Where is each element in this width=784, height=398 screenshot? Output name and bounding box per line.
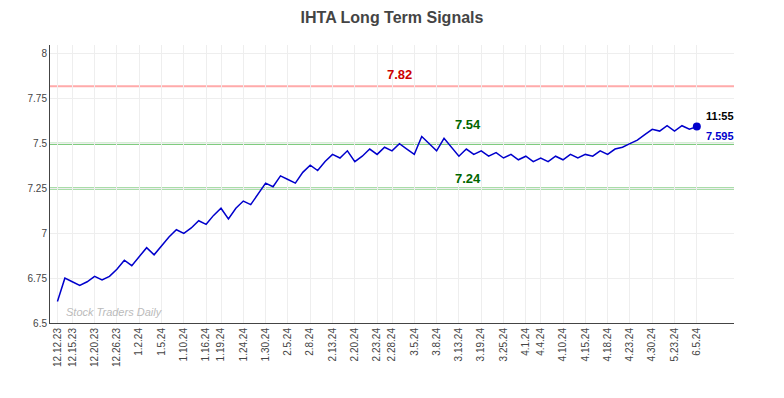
svg-text:1.2.24: 1.2.24 xyxy=(133,328,144,356)
svg-text:6.5.24: 6.5.24 xyxy=(691,328,702,356)
svg-text:1.24.24: 1.24.24 xyxy=(238,328,249,362)
svg-text:12.12.23: 12.12.23 xyxy=(52,328,63,367)
svg-text:6.75: 6.75 xyxy=(28,273,48,284)
svg-text:1.10.24: 1.10.24 xyxy=(178,328,189,362)
svg-text:2.8.24: 2.8.24 xyxy=(304,328,315,356)
svg-text:4.30.24: 4.30.24 xyxy=(646,328,657,362)
svg-text:4.1.24: 4.1.24 xyxy=(520,328,531,356)
svg-text:1.30.24: 1.30.24 xyxy=(260,328,271,362)
svg-text:3.25.24: 3.25.24 xyxy=(498,328,509,362)
svg-text:3.5.24: 3.5.24 xyxy=(409,328,420,356)
svg-text:7.82: 7.82 xyxy=(387,67,412,82)
svg-text:7.5: 7.5 xyxy=(33,138,47,149)
svg-text:Stock Traders Daily: Stock Traders Daily xyxy=(66,306,163,318)
svg-text:7.75: 7.75 xyxy=(28,93,48,104)
svg-text:1.19.24: 1.19.24 xyxy=(215,328,226,362)
svg-text:8: 8 xyxy=(41,48,47,59)
svg-text:4.4.24: 4.4.24 xyxy=(535,328,546,356)
svg-text:6.5: 6.5 xyxy=(33,318,47,329)
svg-text:12.26.23: 12.26.23 xyxy=(111,328,122,367)
svg-text:4.10.24: 4.10.24 xyxy=(557,328,568,362)
svg-text:2.20.24: 2.20.24 xyxy=(349,328,360,362)
svg-text:12.20.23: 12.20.23 xyxy=(89,328,100,367)
svg-text:1.5.24: 1.5.24 xyxy=(156,328,167,356)
svg-text:4.23.24: 4.23.24 xyxy=(624,328,635,362)
svg-text:2.23.24: 2.23.24 xyxy=(371,328,382,362)
svg-text:7.595: 7.595 xyxy=(706,130,734,142)
svg-text:4.15.24: 4.15.24 xyxy=(580,328,591,362)
svg-text:5.23.24: 5.23.24 xyxy=(669,328,680,362)
svg-text:7: 7 xyxy=(41,228,47,239)
svg-text:7.25: 7.25 xyxy=(28,183,48,194)
svg-text:11:55: 11:55 xyxy=(706,110,734,122)
svg-text:7.24: 7.24 xyxy=(455,171,481,186)
svg-text:7.54: 7.54 xyxy=(455,117,481,132)
svg-text:2.28.24: 2.28.24 xyxy=(386,328,397,362)
svg-text:IHTA Long Term Signals: IHTA Long Term Signals xyxy=(301,9,484,26)
svg-text:3.13.24: 3.13.24 xyxy=(453,328,464,362)
svg-text:12.15.23: 12.15.23 xyxy=(67,328,78,367)
svg-text:3.19.24: 3.19.24 xyxy=(475,328,486,362)
svg-text:1.16.24: 1.16.24 xyxy=(200,328,211,362)
svg-text:2.5.24: 2.5.24 xyxy=(282,328,293,356)
svg-text:2.13.24: 2.13.24 xyxy=(327,328,338,362)
svg-text:3.8.24: 3.8.24 xyxy=(431,328,442,356)
svg-text:4.18.24: 4.18.24 xyxy=(602,328,613,362)
